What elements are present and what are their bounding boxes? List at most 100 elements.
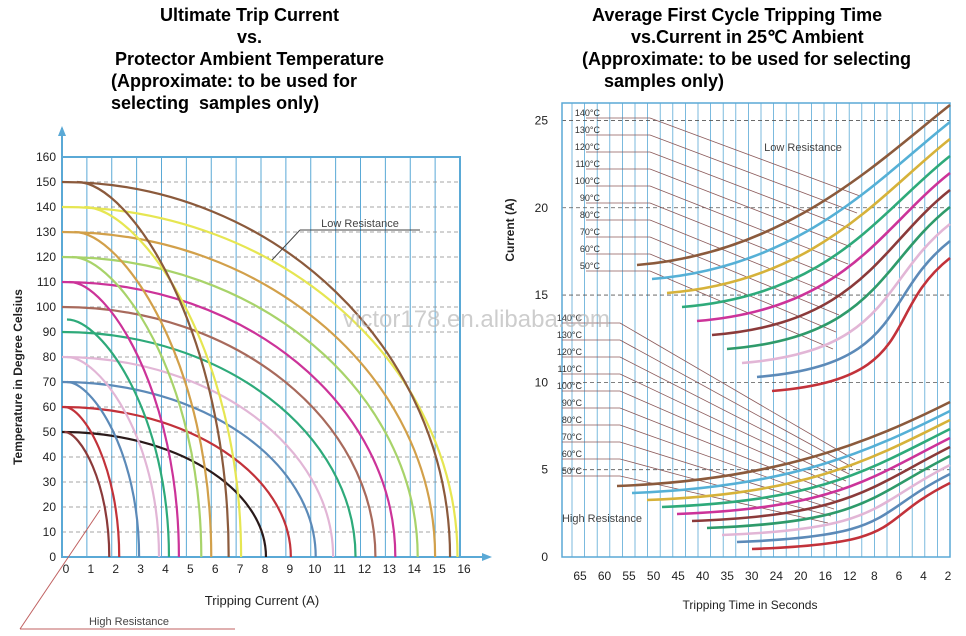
right-title-line-2: vs.Current in 25℃ Ambient — [631, 27, 864, 47]
right-x-axis-label: Tripping Time in Seconds — [683, 598, 818, 612]
right-high-temp-label: 100°C — [557, 381, 583, 391]
right-x-tick-label: 24 — [770, 569, 784, 583]
left-annotation-high-pointer — [19, 509, 101, 630]
right-y-tick-label: 5 — [541, 463, 548, 477]
right-y-tick-label: 20 — [535, 201, 549, 215]
right-low-resistance-curve — [726, 205, 951, 351]
left-y-tick-label: 50 — [43, 425, 57, 439]
right-high-temp-pointer — [619, 339, 853, 468]
right-low-temp-label: 70°C — [580, 227, 601, 237]
right-high-temp-pointer — [619, 373, 847, 482]
right-low-temp-label: 80°C — [580, 210, 601, 220]
left-x-tick-label: 13 — [383, 562, 397, 576]
right-high-resistance-curve — [691, 445, 951, 523]
right-x-tick-label: 45 — [671, 569, 685, 583]
left-y-tick-label: 160 — [36, 150, 56, 164]
right-high-temp-pointer — [619, 458, 832, 517]
right-x-tick-label: 20 — [794, 569, 808, 583]
right-y-axis-label: Current (A) — [503, 198, 517, 261]
right-high-temp-label: 60°C — [562, 449, 583, 459]
right-x-tick-label: 30 — [745, 569, 759, 583]
right-low-resistance-curve — [636, 103, 951, 267]
right-high-temp-label: 110°C — [558, 364, 583, 374]
right-title-line-3: (Approximate: to be used for selecting — [582, 49, 912, 69]
right-x-tick-label: 6 — [896, 569, 903, 583]
right-low-temp-pointer — [649, 253, 837, 333]
right-high-resistance-curve — [721, 463, 951, 537]
right-low-temp-pointer — [649, 168, 852, 248]
left-series-curve — [74, 230, 213, 558]
left-y-tick-label: 40 — [43, 450, 57, 464]
left-series-curve — [76, 180, 230, 558]
right-high-temp-label: 130°C — [557, 330, 583, 340]
right-high-temp-label: 80°C — [562, 415, 583, 425]
left-y-tick-label: 90 — [43, 325, 57, 339]
right-low-temp-pointer — [649, 134, 858, 214]
right-x-tick-label: 50 — [647, 569, 661, 583]
left-x-tick-label: 8 — [262, 562, 269, 576]
left-title-line-1: Ultimate Trip Current — [160, 5, 340, 25]
right-x-tick-label: 2 — [945, 569, 952, 583]
right-y-tick-label: 0 — [541, 550, 548, 564]
left-x-tick-label: 7 — [237, 562, 244, 576]
left-y-axis-arrow — [58, 126, 66, 136]
left-series-curve — [64, 405, 121, 558]
left-series-curve — [61, 405, 292, 558]
right-high-temp-pointer — [619, 356, 850, 475]
left-x-tick-label: 1 — [88, 562, 95, 576]
right-low-resistance-curve — [711, 188, 951, 337]
right-high-temp-label: 140°C — [557, 313, 583, 323]
left-x-tick-label: 5 — [187, 562, 194, 576]
right-plot-frame — [561, 102, 951, 558]
right-x-tick-label: 55 — [622, 569, 636, 583]
right-y-tick-label: 10 — [535, 375, 549, 389]
left-x-axis-arrow — [482, 553, 492, 561]
left-y-tick-label: 130 — [36, 225, 56, 239]
left-series-curve — [66, 380, 141, 558]
right-high-temp-label: 120°C — [557, 347, 583, 357]
left-series-curve — [64, 430, 111, 558]
left-x-tick-label: 10 — [308, 562, 322, 576]
left-x-tick-label: 12 — [358, 562, 372, 576]
right-x-tick-label: 8 — [871, 569, 878, 583]
right-high-resistance-curve — [751, 481, 951, 551]
left-series-curve — [61, 230, 437, 558]
right-low-resistance-curve — [696, 171, 951, 323]
left-title-line-2: vs. — [237, 27, 263, 47]
left-series-curve — [84, 205, 243, 558]
left-y-tick-label: 140 — [36, 200, 56, 214]
left-annotation-low-resistance: Low Resistance — [321, 218, 399, 230]
right-annotation-low-resistance: Low Resistance — [764, 142, 842, 154]
left-title-line-4: (Approximate: to be used for — [111, 71, 358, 91]
right-high-resistance-curve — [631, 409, 951, 495]
left-series-curve — [71, 255, 203, 558]
right-low-temp-label: 60°C — [580, 244, 601, 254]
left-x-tick-label: 14 — [408, 562, 422, 576]
left-series-curve — [61, 305, 377, 558]
right-low-temp-pointer — [649, 202, 846, 282]
right-high-temp-label: 50°C — [562, 466, 583, 476]
right-low-temp-label: 140°C — [575, 108, 601, 118]
left-series-curve — [61, 205, 459, 558]
right-y-tick-label: 15 — [535, 288, 549, 302]
left-y-tick-label: 0 — [49, 550, 56, 564]
right-high-resistance-curve — [646, 418, 951, 502]
left-y-tick-label: 80 — [43, 350, 57, 364]
left-y-tick-label: 30 — [43, 475, 57, 489]
right-high-temp-pointer — [619, 390, 844, 489]
right-high-temp-pointer — [619, 322, 856, 461]
right-low-resistance-curve — [771, 256, 951, 393]
left-y-tick-label: 120 — [36, 250, 56, 264]
left-series-curve — [61, 330, 357, 558]
right-x-tick-label: 60 — [598, 569, 612, 583]
left-x-tick-label: 16 — [457, 562, 471, 576]
left-x-tick-label: 0 — [63, 562, 70, 576]
left-title-line-3: Protector Ambient Temperature — [115, 49, 385, 69]
right-low-temp-label: 120°C — [575, 142, 601, 152]
right-high-temp-pointer — [619, 424, 838, 503]
left-series-curve — [66, 355, 161, 558]
left-series-curve — [61, 355, 335, 558]
right-high-resistance-curve — [616, 400, 951, 488]
right-x-tick-label: 35 — [721, 569, 735, 583]
